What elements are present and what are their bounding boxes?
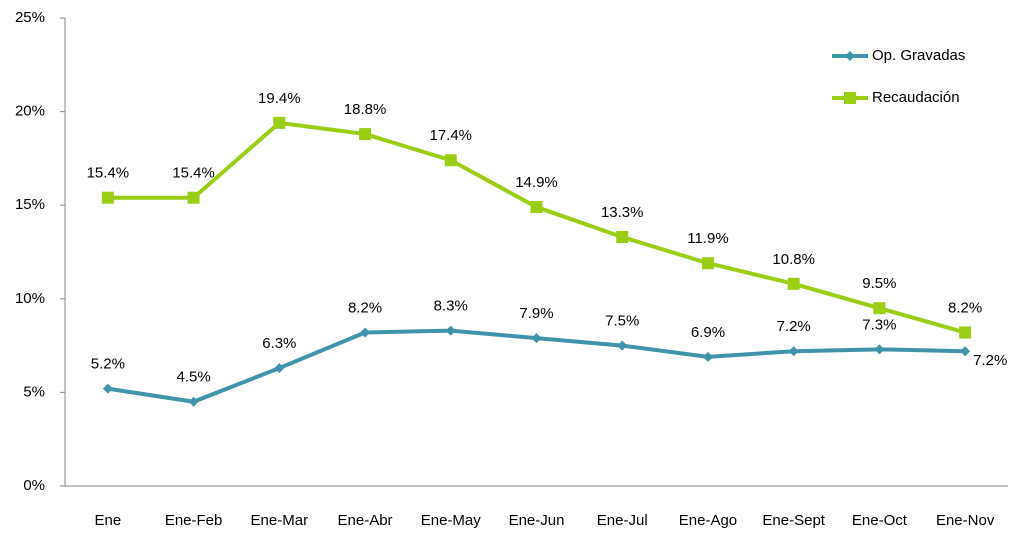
data-point xyxy=(874,344,885,355)
data-point xyxy=(959,326,972,339)
data-label: 6.9% xyxy=(691,324,725,341)
data-point xyxy=(102,383,113,394)
data-label: 8.2% xyxy=(948,299,982,316)
x-tick-label: Ene-Sept xyxy=(762,512,825,529)
data-label: 11.9% xyxy=(687,230,728,247)
series-line xyxy=(107,120,966,335)
data-label: 8.2% xyxy=(348,299,382,316)
x-tick-label: Ene-Ago xyxy=(679,512,737,529)
y-tick-label: 5% xyxy=(23,383,45,400)
data-point xyxy=(530,201,543,214)
data-point xyxy=(360,327,371,338)
data-label: 7.9% xyxy=(519,305,553,322)
x-tick-label: Ene-Abr xyxy=(338,512,393,529)
data-label: 7.3% xyxy=(862,316,896,333)
data-point xyxy=(101,191,114,204)
data-point xyxy=(187,191,200,204)
data-point xyxy=(616,231,629,244)
data-label: 14.9% xyxy=(515,174,558,191)
legend-label: Op. Gravadas xyxy=(872,47,965,64)
x-tick-label: Ene-Mar xyxy=(251,512,309,529)
legend-label: Recaudación xyxy=(872,89,960,106)
x-tick-label: Ene-May xyxy=(421,512,482,529)
data-point xyxy=(531,333,542,344)
data-point xyxy=(273,116,286,129)
data-label: 9.5% xyxy=(862,275,896,292)
data-label: 7.2% xyxy=(777,318,811,335)
data-point xyxy=(873,302,886,315)
data-point xyxy=(617,340,628,351)
data-point xyxy=(445,325,456,336)
y-tick-label: 25% xyxy=(15,9,45,26)
data-label: 8.3% xyxy=(434,298,468,315)
data-point xyxy=(701,257,714,270)
data-point xyxy=(788,346,799,357)
data-label: 4.5% xyxy=(176,369,210,386)
legend-marker xyxy=(845,51,855,61)
data-label: 18.8% xyxy=(344,101,387,118)
x-tick-label: Ene-Jun xyxy=(509,512,565,529)
data-label: 6.3% xyxy=(262,335,296,352)
data-label: 15.4% xyxy=(172,165,215,182)
x-tick-label: Ene-Oct xyxy=(852,512,908,529)
data-point xyxy=(359,128,372,141)
data-label: 15.4% xyxy=(87,165,130,182)
data-label: 5.2% xyxy=(91,356,125,373)
y-tick-label: 20% xyxy=(15,103,45,120)
legend-marker xyxy=(844,92,856,104)
data-point xyxy=(274,363,285,374)
data-label: 7.2% xyxy=(973,352,1007,369)
x-tick-label: Ene xyxy=(95,512,122,529)
data-point xyxy=(702,351,713,362)
x-tick-label: Ene-Feb xyxy=(165,512,223,529)
data-label: 7.5% xyxy=(605,313,639,330)
data-point xyxy=(787,277,800,290)
data-label: 13.3% xyxy=(601,204,644,221)
data-point xyxy=(444,154,457,167)
data-label: 17.4% xyxy=(429,127,472,144)
y-tick-label: 0% xyxy=(23,477,45,494)
y-tick-label: 10% xyxy=(15,290,45,307)
y-tick-label: 15% xyxy=(15,196,45,213)
x-tick-label: Ene-Jul xyxy=(597,512,648,529)
x-tick-label: Ene-Nov xyxy=(936,512,995,529)
data-label: 10.8% xyxy=(772,251,815,268)
data-point xyxy=(188,396,199,407)
data-point xyxy=(960,346,971,357)
data-label: 19.4% xyxy=(258,90,301,107)
